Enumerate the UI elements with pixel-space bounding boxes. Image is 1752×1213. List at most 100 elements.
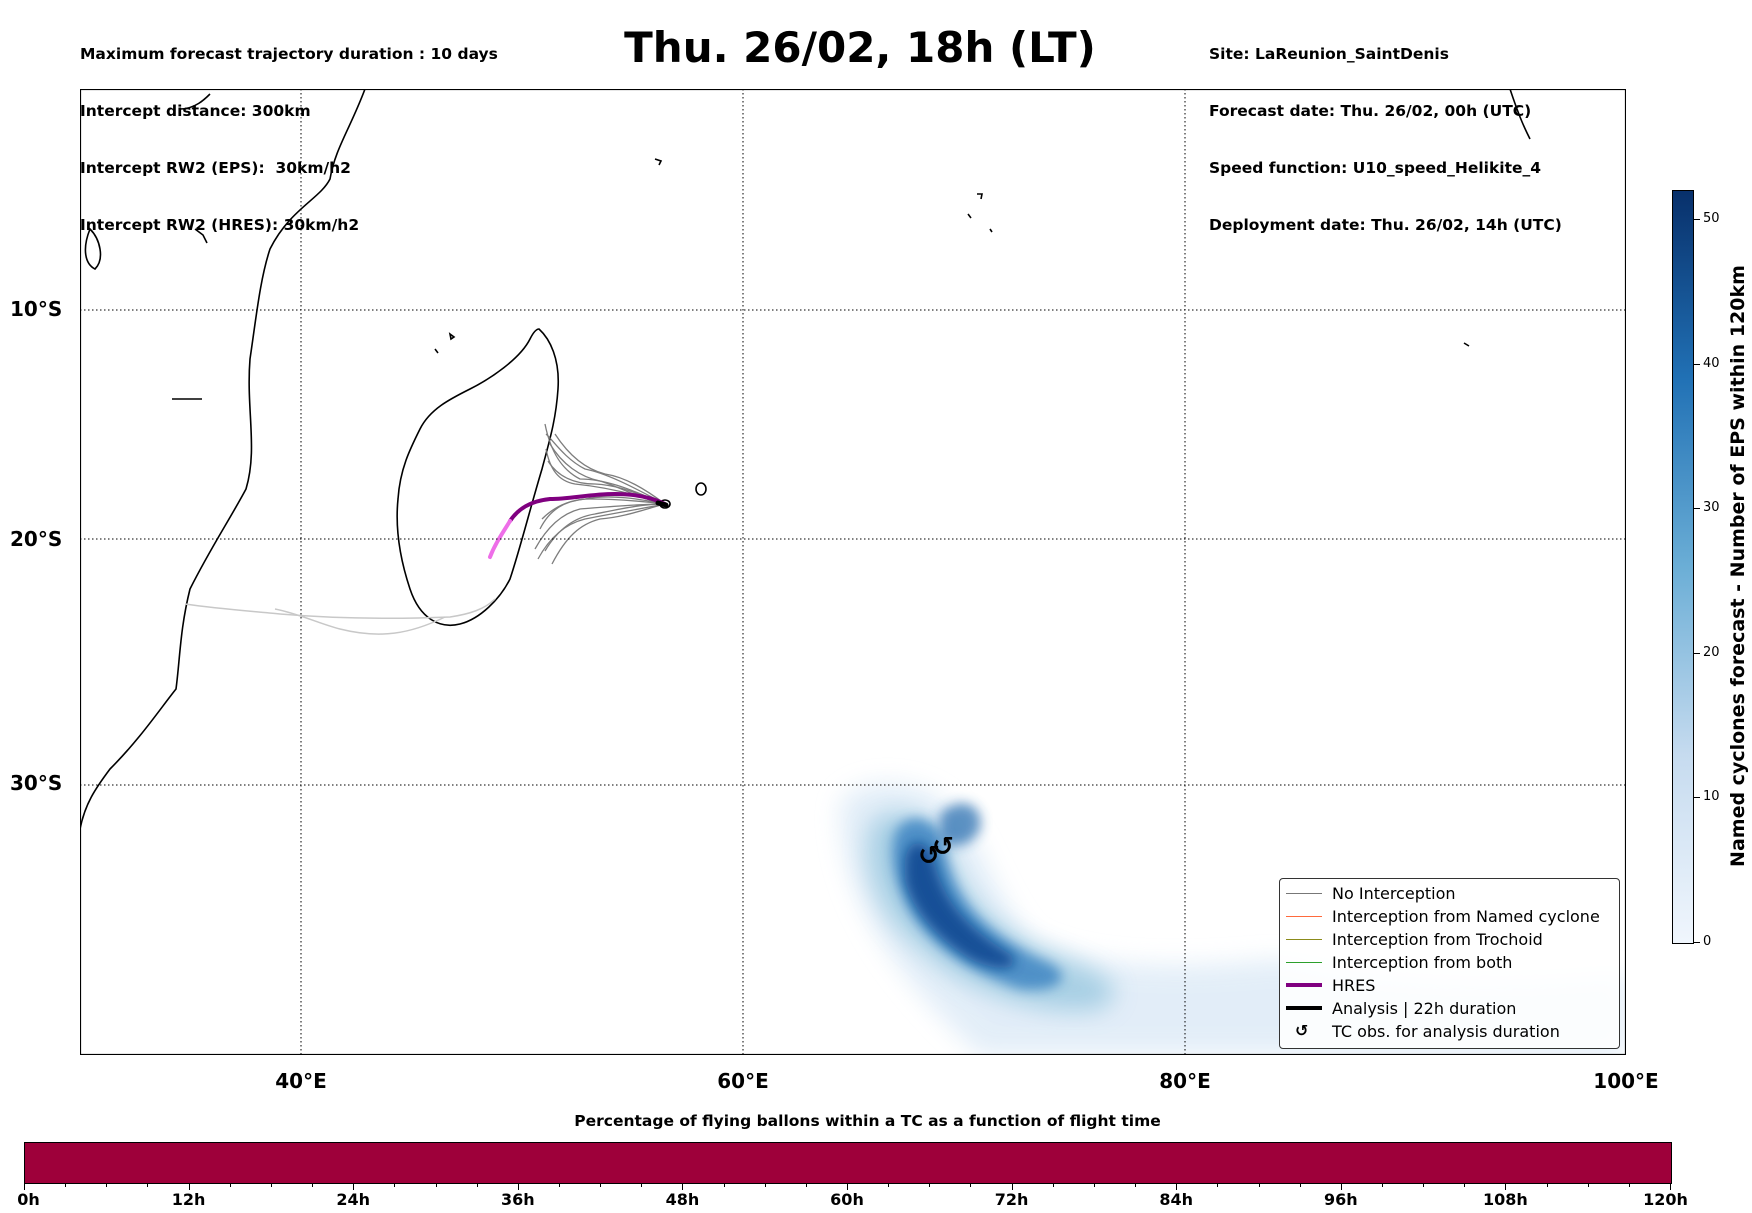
title-text: Thu. 26/02, 18h (LT) <box>624 23 1096 72</box>
eps-colorbar-tick <box>1694 508 1700 510</box>
legend-line-olive <box>1286 939 1322 940</box>
flight-time-minor-tick <box>1093 1183 1095 1187</box>
legend-line-purple <box>1286 983 1322 987</box>
flight-time-tick <box>188 1183 190 1190</box>
lon-label-100e: 100°E <box>1593 1069 1659 1093</box>
svg-text:↺: ↺ <box>918 841 940 871</box>
flight-time-tick <box>1670 1183 1671 1190</box>
eps-colorbar-tick-label: 30 <box>1703 500 1720 516</box>
eps-trajectories <box>534 423 666 565</box>
flight-time-tick-label: 48h <box>665 1190 700 1209</box>
legend-label: Interception from Named cyclone <box>1332 907 1600 926</box>
flight-time-tick-label: 84h <box>1159 1190 1194 1209</box>
flight-time-tick-label: 60h <box>830 1190 864 1209</box>
legend-item-named-cyclone: Interception from Named cyclone <box>1280 906 1619 929</box>
param-line: Intercept distance: 300km <box>80 102 311 120</box>
flight-time-minor-tick <box>805 1183 807 1187</box>
madagascar-coastline <box>396 328 560 626</box>
flight-time-minor-tick <box>888 1183 890 1187</box>
graticule <box>80 89 1626 1055</box>
page-title: Thu. 26/02, 18h (LT) <box>0 18 1720 78</box>
flight-time-minor-tick <box>1464 1183 1466 1187</box>
eps-count-colorbar <box>1672 190 1694 944</box>
flight-time-tick <box>1505 1183 1507 1190</box>
flight-time-minor-tick <box>312 1183 314 1187</box>
lon-label-80e: 80°E <box>1159 1069 1211 1093</box>
flight-time-minor-tick <box>65 1183 67 1187</box>
flight-time-minor-tick <box>476 1183 478 1187</box>
legend-label: Interception from both <box>1332 953 1513 972</box>
flight-time-minor-tick <box>394 1183 396 1187</box>
flight-time-minor-tick <box>723 1183 725 1187</box>
site-line: Deployment date: Thu. 26/02, 14h (UTC) <box>1209 216 1562 234</box>
tc-observation-symbols: ↺ ↺ <box>918 832 954 871</box>
eps-colorbar-tick <box>1694 652 1700 654</box>
lon-label-60e: 60°E <box>717 1069 769 1093</box>
eps-colorbar-tick <box>1694 218 1700 220</box>
map-frame <box>80 89 1626 1055</box>
flight-time-tick <box>682 1183 684 1190</box>
legend-label: TC obs. for analysis duration <box>1332 1022 1560 1041</box>
flight-time-minor-tick <box>106 1183 108 1187</box>
flight-time-tick-label: 0h <box>17 1190 40 1209</box>
flight-time-colorbar <box>24 1142 1672 1184</box>
flight-time-minor-tick <box>147 1183 149 1187</box>
flight-time-minor-tick <box>435 1183 437 1187</box>
legend-line-orange <box>1286 916 1322 917</box>
flight-time-tick-label: 36h <box>500 1190 535 1209</box>
flight-time-minor-tick <box>1258 1183 1260 1187</box>
eps-colorbar-tick <box>1694 363 1700 365</box>
flight-time-tick <box>1176 1183 1178 1190</box>
flight-time-minor-tick <box>1546 1183 1548 1187</box>
eps-colorbar-tick-label: 50 <box>1703 210 1720 226</box>
mauritius-island <box>695 482 707 496</box>
site-line: Site: LaReunion_SaintDenis <box>1209 45 1449 63</box>
flight-time-tick-label: 120h <box>1643 1190 1688 1209</box>
flight-time-minor-tick <box>1052 1183 1054 1187</box>
legend-line-gray <box>1286 893 1322 894</box>
flight-time-minor-tick <box>1381 1183 1383 1187</box>
lat-label-10s: 10°S <box>10 297 63 321</box>
eps-colorbar-title: Named cyclones forecast - Number of EPS … <box>1727 265 1749 867</box>
legend-item-analysis: Analysis | 22h duration <box>1280 998 1619 1021</box>
legend-item-hres: HRES <box>1280 975 1619 998</box>
flight-time-minor-tick <box>641 1183 643 1187</box>
flight-time-tick <box>1011 1183 1013 1190</box>
lat-label-30s: 30°S <box>10 771 63 795</box>
legend-item-no-interception: No Interception <box>1280 883 1619 906</box>
flight-time-tick-label: 72h <box>994 1190 1029 1209</box>
legend-item-trochoid: Interception from Trochoid <box>1280 929 1619 952</box>
flight-time-minor-tick <box>929 1183 931 1187</box>
flight-time-minor-tick <box>600 1183 602 1187</box>
flight-time-minor-tick <box>764 1183 766 1187</box>
flight-time-tick-label: 96h <box>1323 1190 1358 1209</box>
map-legend: No Interception Interception from Named … <box>1279 878 1620 1049</box>
legend-label: Interception from Trochoid <box>1332 930 1543 949</box>
coastlines <box>80 89 1531 830</box>
flight-time-minor-tick <box>558 1183 560 1187</box>
flight-time-tick <box>24 1183 25 1190</box>
param-line: Maximum forecast trajectory duration : 1… <box>80 45 498 63</box>
eps-colorbar-tick-label: 40 <box>1703 355 1720 371</box>
param-line: Intercept RW2 (HRES): 30km/h2 <box>80 216 360 234</box>
eps-colorbar-tick-label: 10 <box>1703 789 1720 805</box>
flight-time-tick-label: 12h <box>171 1190 206 1209</box>
cyclone-symbol-icon: ↺ <box>1295 1021 1309 1040</box>
flight-time-minor-tick <box>270 1183 272 1187</box>
flight-time-minor-tick <box>1217 1183 1219 1187</box>
africa-coastline <box>80 89 366 830</box>
eps-colorbar-tick-label: 0 <box>1703 934 1712 949</box>
hres-trajectory <box>488 491 669 559</box>
svg-text:↺: ↺ <box>932 832 954 862</box>
flight-time-colorbar-title: Percentage of flying ballons within a TC… <box>574 1112 1161 1130</box>
legend-line-black <box>1286 1006 1322 1010</box>
flight-time-minor-tick <box>1299 1183 1301 1187</box>
flight-time-tick <box>353 1183 355 1190</box>
legend-item-both: Interception from both <box>1280 952 1619 975</box>
flight-time-tick <box>517 1183 519 1190</box>
legend-item-tc-obs: ↺ TC obs. for analysis duration <box>1280 1021 1619 1044</box>
eps-colorbar-tick <box>1694 797 1700 799</box>
flight-time-minor-tick <box>1135 1183 1137 1187</box>
legend-label: HRES <box>1332 976 1376 995</box>
eps-trajectories-faint <box>184 598 496 635</box>
